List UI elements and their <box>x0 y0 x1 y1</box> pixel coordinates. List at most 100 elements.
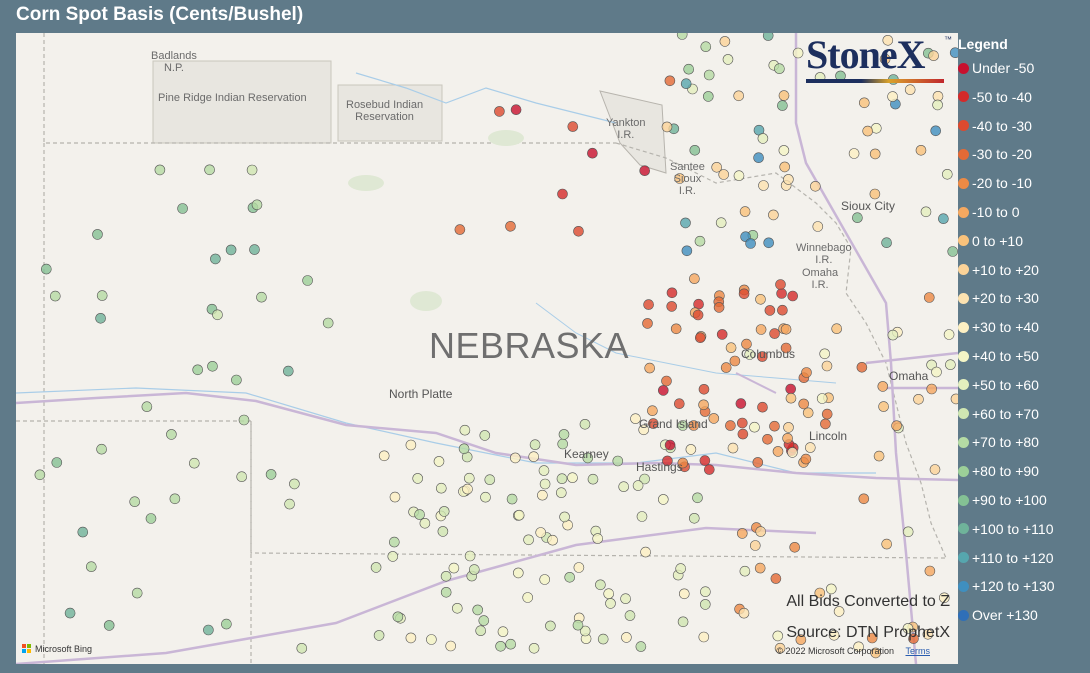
basis-point[interactable] <box>256 291 267 303</box>
basis-point[interactable] <box>246 164 258 176</box>
basis-point[interactable] <box>755 526 767 537</box>
basis-point[interactable] <box>478 615 490 626</box>
basis-point[interactable] <box>683 63 695 75</box>
basis-point[interactable] <box>454 224 466 235</box>
basis-point[interactable] <box>207 360 218 372</box>
basis-point[interactable] <box>775 279 786 290</box>
basis-point[interactable] <box>800 453 812 465</box>
basis-point[interactable] <box>440 586 452 598</box>
basis-point[interactable] <box>657 494 669 505</box>
basis-point[interactable] <box>528 642 540 654</box>
basis-point[interactable] <box>567 472 578 484</box>
basis-point[interactable] <box>539 478 551 490</box>
basis-point[interactable] <box>86 561 97 573</box>
basis-point[interactable] <box>931 366 942 378</box>
basis-point[interactable] <box>587 147 598 159</box>
basis-point[interactable] <box>689 145 701 156</box>
basis-point[interactable] <box>782 432 793 444</box>
basis-point[interactable] <box>592 533 604 544</box>
basis-point[interactable] <box>674 173 686 184</box>
basis-point[interactable] <box>858 97 870 109</box>
basis-point[interactable] <box>620 593 631 605</box>
basis-point[interactable] <box>725 342 737 354</box>
basis-point[interactable] <box>537 489 548 501</box>
basis-point[interactable] <box>745 238 756 249</box>
legend-item[interactable]: +110 to +120 <box>958 548 1053 568</box>
basis-point[interactable] <box>770 573 782 584</box>
basis-point[interactable] <box>433 456 445 467</box>
basis-point[interactable] <box>513 509 525 521</box>
basis-point[interactable] <box>564 571 576 583</box>
basis-point[interactable] <box>414 509 425 520</box>
basis-point[interactable] <box>647 418 659 429</box>
basis-point[interactable] <box>129 496 140 508</box>
basis-point[interactable] <box>694 332 706 344</box>
basis-point[interactable] <box>688 512 700 524</box>
basis-point[interactable] <box>816 393 828 404</box>
basis-point[interactable] <box>783 174 794 185</box>
basis-point[interactable] <box>904 84 916 96</box>
basis-point[interactable] <box>405 439 417 451</box>
basis-point[interactable] <box>685 444 697 455</box>
basis-point[interactable] <box>605 598 616 609</box>
basis-point[interactable] <box>212 309 223 321</box>
basis-point[interactable] <box>664 439 676 451</box>
basis-point[interactable] <box>698 399 709 411</box>
basis-point[interactable] <box>249 244 260 255</box>
basis-point[interactable] <box>96 443 107 455</box>
basis-point[interactable] <box>40 263 52 275</box>
basis-point[interactable] <box>774 63 785 75</box>
basis-point[interactable] <box>145 513 157 524</box>
basis-point[interactable] <box>289 478 300 490</box>
basis-point[interactable] <box>529 439 541 451</box>
basis-point[interactable] <box>51 457 63 468</box>
basis-point[interactable] <box>772 446 784 457</box>
basis-point[interactable] <box>662 455 673 467</box>
basis-point[interactable] <box>681 245 693 257</box>
basis-point[interactable] <box>819 348 831 360</box>
basis-point[interactable] <box>915 145 927 156</box>
basis-point[interactable] <box>689 273 700 284</box>
basis-point[interactable] <box>459 424 471 436</box>
basis-point[interactable] <box>738 288 750 300</box>
basis-point[interactable] <box>902 526 914 538</box>
basis-point[interactable] <box>879 53 891 65</box>
basis-point[interactable] <box>225 244 237 256</box>
basis-point[interactable] <box>858 493 870 505</box>
basis-point[interactable] <box>801 367 812 378</box>
basis-point[interactable] <box>755 324 767 335</box>
basis-point[interactable] <box>736 528 748 539</box>
basis-point[interactable] <box>758 180 769 191</box>
basis-point[interactable] <box>757 133 769 144</box>
basis-point[interactable] <box>804 442 816 453</box>
basis-point[interactable] <box>635 641 647 652</box>
basis-point[interactable] <box>720 362 732 373</box>
basis-point[interactable] <box>729 355 741 367</box>
basis-point[interactable] <box>528 451 540 463</box>
basis-point[interactable] <box>737 428 749 440</box>
basis-point[interactable] <box>930 125 942 137</box>
basis-point[interactable] <box>862 125 874 137</box>
basis-point[interactable] <box>49 290 61 302</box>
basis-point[interactable] <box>881 538 893 550</box>
basis-point[interactable] <box>763 237 775 249</box>
basis-point[interactable] <box>579 418 591 430</box>
basis-point[interactable] <box>779 161 791 173</box>
basis-point[interactable] <box>378 450 390 462</box>
basis-point[interactable] <box>688 420 700 431</box>
basis-point[interactable] <box>821 408 833 420</box>
basis-point[interactable] <box>856 361 868 373</box>
legend-item[interactable]: +60 to +70 <box>958 404 1039 424</box>
basis-point[interactable] <box>666 301 678 312</box>
basis-point[interactable] <box>509 452 521 464</box>
basis-point[interactable] <box>673 398 685 410</box>
basis-point[interactable] <box>559 511 570 523</box>
basis-point[interactable] <box>703 464 715 475</box>
basis-point[interactable] <box>776 288 787 299</box>
basis-point[interactable] <box>572 619 584 631</box>
basis-point[interactable] <box>642 318 653 329</box>
basis-point[interactable] <box>774 642 786 654</box>
basis-point[interactable] <box>812 221 824 232</box>
basis-point[interactable] <box>624 610 636 621</box>
basis-point[interactable] <box>756 351 768 362</box>
